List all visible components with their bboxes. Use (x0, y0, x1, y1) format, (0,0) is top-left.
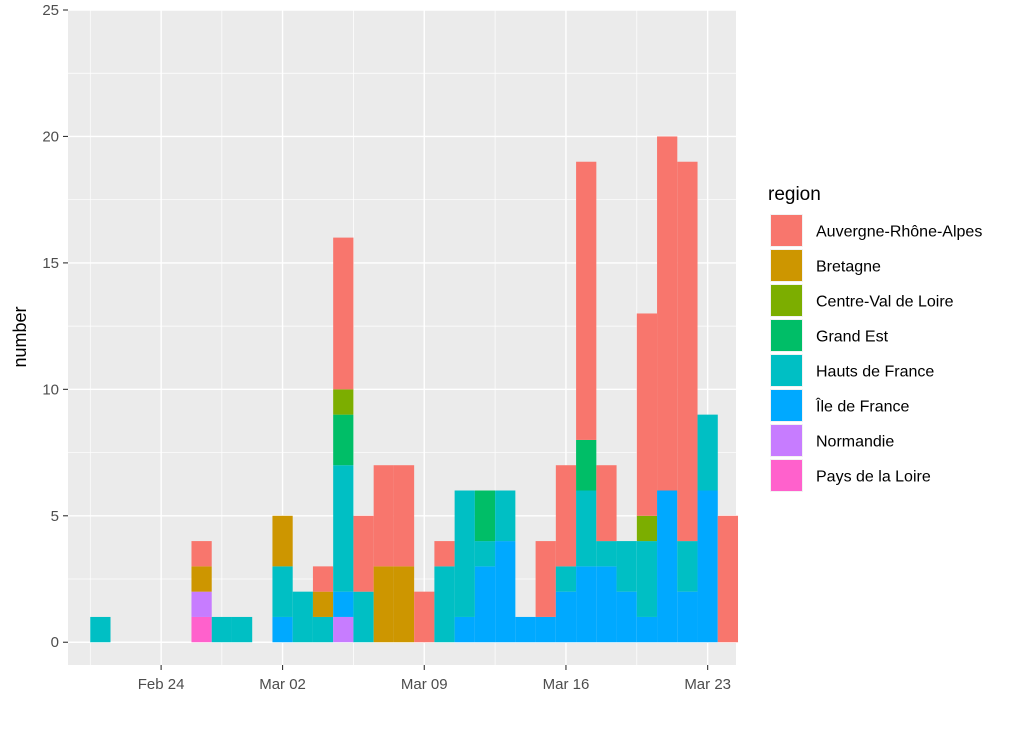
legend-swatch (771, 460, 802, 491)
bar-segment (657, 136, 678, 491)
bar-segment (333, 389, 354, 415)
bar-segment (616, 591, 637, 643)
bar-segment (697, 414, 718, 491)
bar-segment (454, 616, 475, 643)
legend-label: Normandie (816, 434, 894, 451)
bar-segment (474, 541, 496, 567)
legend-swatch (771, 320, 802, 351)
bar-segment (393, 566, 415, 643)
bar-segment (535, 541, 556, 617)
bar-segment (576, 566, 597, 643)
x-tick-label: Mar 16 (543, 676, 590, 693)
bars (90, 136, 739, 643)
legend-label: Auvergne-Rhône-Alpes (816, 224, 982, 241)
bar-segment (312, 616, 334, 643)
legend-label: Centre-Val de Loire (816, 294, 954, 311)
bar-segment (333, 465, 354, 592)
x-tick-label: Feb 24 (138, 676, 185, 693)
y-axis-title: number (10, 306, 30, 367)
legend-label: Grand Est (816, 329, 889, 346)
bar-segment (636, 616, 658, 643)
bar-segment (474, 490, 496, 542)
legend: Auvergne-Rhône-Alpes Bretagne Centre-Val d… (770, 214, 982, 492)
bar-segment (677, 541, 698, 592)
bar-segment (191, 541, 212, 567)
bar-segment (616, 541, 637, 592)
y-tick-label: 0 (51, 634, 59, 651)
bar-segment (312, 566, 334, 592)
bar-segment (555, 566, 577, 592)
bar-segment (434, 566, 455, 643)
bar-segment (515, 616, 536, 643)
bar-segment (191, 616, 212, 643)
bar-segment (596, 566, 617, 643)
x-tick-label: Mar 09 (401, 676, 448, 693)
bar-segment (272, 515, 293, 567)
bar-segment (393, 465, 415, 567)
bar-segment (353, 515, 374, 592)
bar-segment (414, 591, 435, 643)
bar-segment (596, 465, 617, 542)
legend-label: Bretagne (816, 259, 881, 276)
bar-segment (231, 616, 253, 643)
bar-segment (697, 490, 718, 643)
bar-segment (555, 591, 577, 643)
bar-segment (333, 237, 354, 390)
bar-segment (353, 591, 374, 643)
bar-segment (90, 616, 111, 643)
y-axis: 0 5 10 15 20 25 (42, 2, 68, 651)
bar-segment (272, 566, 293, 617)
bar-segment (312, 591, 334, 617)
legend-swatch (771, 425, 802, 456)
legend-swatch (771, 355, 802, 386)
y-tick-label: 15 (42, 255, 59, 272)
bar-segment (434, 541, 455, 567)
bar-segment (677, 591, 698, 643)
bar-segment (211, 616, 232, 643)
bar-segment (636, 541, 658, 617)
legend-title: region (768, 184, 821, 205)
legend-swatch (771, 285, 802, 316)
y-tick-label: 5 (51, 508, 59, 525)
bar-segment (272, 616, 293, 643)
y-tick-label: 25 (42, 2, 59, 19)
legend-label: Hauts de France (816, 364, 934, 381)
legend-swatch (771, 215, 802, 246)
legend-label: Pays de la Loire (816, 469, 931, 486)
bar-segment (576, 439, 597, 491)
bar-segment (535, 616, 556, 643)
bar-segment (636, 313, 658, 516)
legend-swatch (771, 250, 802, 281)
bar-segment (717, 515, 739, 643)
x-tick-label: Mar 02 (259, 676, 306, 693)
y-tick-label: 10 (42, 381, 59, 398)
bar-segment (495, 490, 516, 542)
bar-segment (292, 591, 313, 643)
bar-segment (495, 541, 516, 643)
y-tick-label: 20 (42, 128, 59, 145)
legend-swatch (771, 390, 802, 421)
bar-segment (373, 465, 394, 567)
bar-segment (636, 515, 658, 542)
bar-segment (333, 616, 354, 643)
x-tick-label: Mar 23 (684, 676, 731, 693)
bar-segment (474, 566, 496, 643)
bar-segment (333, 414, 354, 466)
bar-segment (191, 566, 212, 592)
bar-segment (576, 490, 597, 567)
bar-segment (191, 591, 212, 617)
bar-segment (576, 161, 597, 440)
bar-segment (333, 591, 354, 617)
bar-segment (454, 490, 475, 617)
legend-label: Île de France (815, 397, 909, 416)
x-axis: Feb 24 Mar 02 Mar 09 Mar 16 Mar 23 (138, 665, 731, 693)
bar-segment (596, 541, 617, 567)
bar-segment (373, 566, 394, 643)
bar-segment (677, 161, 698, 542)
bar-segment (555, 465, 577, 567)
bar-segment (657, 490, 678, 643)
